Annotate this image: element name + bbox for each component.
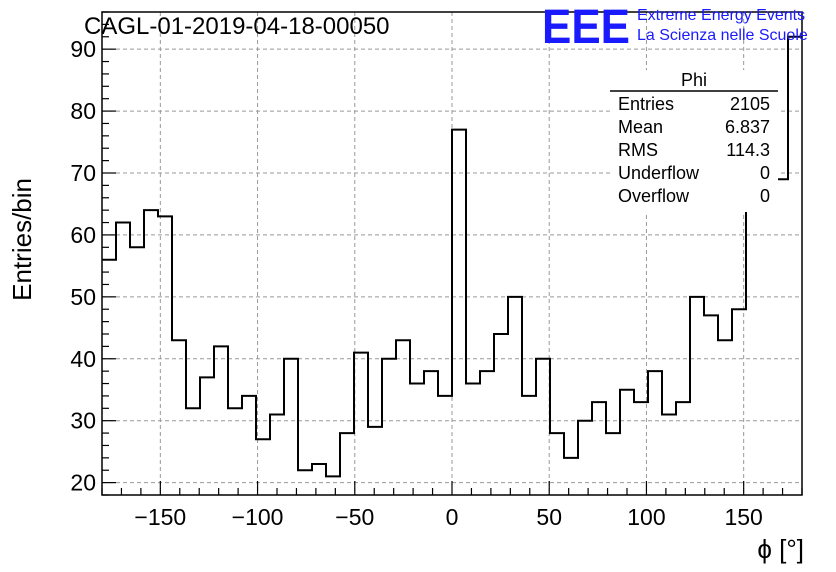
histogram-line	[102, 35, 802, 478]
y-tick-label: 30	[70, 408, 96, 434]
y-tick-label: 80	[70, 98, 96, 124]
x-tick-label: 0	[446, 504, 459, 530]
stats-label: RMS	[618, 140, 658, 160]
y-tick-label: 40	[70, 346, 96, 372]
chart-title: CAGL-01-2019-04-18-00050	[84, 13, 390, 40]
eee-logo: EEE Extreme Energy Events La Scienza nel…	[542, 1, 808, 54]
y-tick-label: 70	[70, 160, 96, 186]
y-tick-label: 60	[70, 222, 96, 248]
stats-box: Phi Entries 2105 Mean 6.837 RMS 114.3 Underflo…	[610, 70, 778, 212]
stats-value: 6.837	[725, 117, 770, 137]
stats-value: 2105	[730, 94, 770, 114]
stats-label: Overflow	[618, 186, 690, 206]
x-axis-label: ϕ [°]	[757, 534, 804, 564]
stats-value: 0	[760, 163, 770, 183]
stats-label: Entries	[618, 94, 674, 114]
logo-line-1: Extreme Energy Events	[637, 7, 805, 24]
y-axis-label: Entries/bin	[7, 178, 37, 301]
y-tick-label: 50	[70, 284, 96, 310]
x-tick-label: 50	[536, 504, 562, 530]
y-tick-label: 20	[70, 470, 96, 496]
stats-value: 0	[760, 186, 770, 206]
stats-rows: Entries 2105 Mean 6.837 RMS 114.3 Underflow 0 Ov…	[618, 94, 770, 206]
stats-label: Underflow	[618, 163, 700, 183]
axis-ticks: −150 −100 −50 0 50 100 150 20 30 40 50 60 70 80 90	[70, 11, 803, 530]
x-tick-label: −50	[335, 504, 374, 530]
y-tick-label: 90	[70, 36, 96, 62]
x-tick-label: −150	[134, 504, 186, 530]
eee-logo-mark: EEE	[542, 1, 630, 54]
x-tick-label: 150	[724, 504, 762, 530]
stats-label: Mean	[618, 117, 663, 137]
stats-title: Phi	[681, 70, 707, 90]
logo-line-2: La Scienza nelle Scuole	[637, 27, 808, 44]
stats-value: 114.3	[726, 140, 770, 160]
x-tick-label: 100	[627, 504, 665, 530]
x-tick-label: −100	[232, 504, 284, 530]
